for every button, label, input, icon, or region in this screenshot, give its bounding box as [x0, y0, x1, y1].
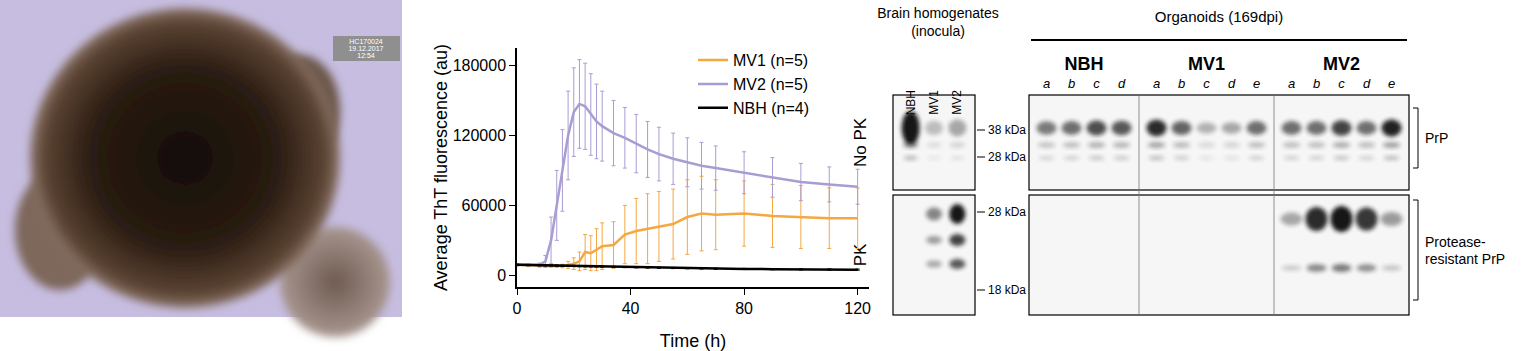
svg-text:MV2: MV2	[1323, 54, 1360, 74]
svg-text:38 kDa: 38 kDa	[988, 123, 1026, 137]
svg-text:resistant PrP: resistant PrP	[1425, 251, 1505, 267]
svg-text:80: 80	[735, 300, 753, 317]
svg-text:Brain homogenates: Brain homogenates	[877, 5, 998, 21]
svg-text:Protease-: Protease-	[1425, 234, 1486, 250]
svg-text:19.12.2017: 19.12.2017	[348, 45, 383, 52]
svg-text:MV2: MV2	[950, 90, 964, 115]
svg-text:NBH: NBH	[903, 90, 918, 116]
svg-text:(inocula): (inocula)	[911, 23, 965, 39]
svg-text:Time (h): Time (h)	[660, 331, 726, 351]
svg-text:HC170024: HC170024	[349, 38, 383, 45]
svg-text:c: c	[1203, 76, 1210, 91]
svg-text:c: c	[1093, 76, 1100, 91]
svg-text:120: 120	[844, 300, 871, 317]
svg-text:18 kDa: 18 kDa	[988, 283, 1026, 297]
svg-text:PK: PK	[851, 243, 870, 266]
svg-text:180000: 180000	[453, 57, 506, 74]
svg-text:0: 0	[513, 300, 522, 317]
svg-text:0: 0	[497, 267, 506, 284]
svg-text:NBH: NBH	[1065, 54, 1104, 74]
svg-text:28 kDa: 28 kDa	[988, 205, 1026, 219]
svg-text:b: b	[1068, 76, 1075, 91]
svg-text:a: a	[1043, 76, 1050, 91]
svg-text:Organoids (169dpi): Organoids (169dpi)	[1155, 8, 1283, 25]
svg-text:d: d	[1363, 76, 1371, 91]
svg-text:NBH (n=4): NBH (n=4)	[733, 100, 809, 117]
svg-text:a: a	[1288, 76, 1295, 91]
svg-text:40: 40	[622, 300, 640, 317]
svg-text:MV1: MV1	[1188, 54, 1225, 74]
svg-text:12:54: 12:54	[357, 52, 375, 59]
svg-text:a: a	[1153, 76, 1160, 91]
svg-text:d: d	[1118, 76, 1126, 91]
svg-text:PrP: PrP	[1425, 130, 1448, 146]
svg-text:120000: 120000	[453, 127, 506, 144]
svg-text:MV2 (n=5): MV2 (n=5)	[733, 76, 808, 93]
svg-text:28 kDa: 28 kDa	[988, 150, 1026, 164]
svg-text:MV1 (n=5): MV1 (n=5)	[733, 52, 808, 69]
svg-text:e: e	[1388, 76, 1395, 91]
svg-text:b: b	[1313, 76, 1320, 91]
svg-text:Average ThT fluorescence (au): Average ThT fluorescence (au)	[431, 44, 451, 291]
svg-text:e: e	[1253, 76, 1260, 91]
svg-text:MV1: MV1	[927, 90, 941, 115]
svg-text:b: b	[1178, 76, 1185, 91]
svg-text:c: c	[1338, 76, 1345, 91]
svg-text:No PK: No PK	[851, 117, 870, 167]
svg-text:60000: 60000	[462, 197, 507, 214]
svg-text:d: d	[1228, 76, 1236, 91]
